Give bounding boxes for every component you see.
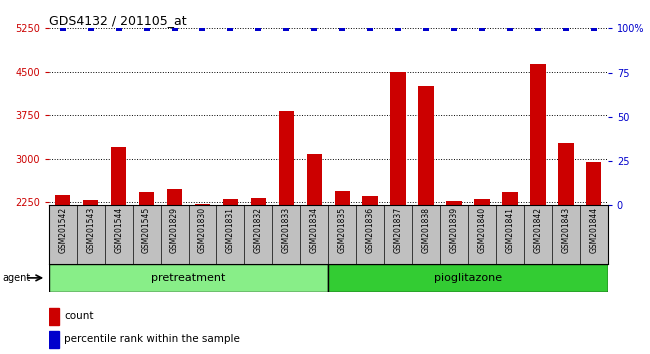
Text: pioglitazone: pioglitazone xyxy=(434,273,502,283)
Bar xyxy=(195,204,210,333)
Bar xyxy=(55,195,70,333)
Text: GSM201835: GSM201835 xyxy=(338,207,346,253)
Bar xyxy=(49,331,58,348)
Text: GSM201831: GSM201831 xyxy=(226,207,235,253)
Bar xyxy=(419,86,434,333)
Bar xyxy=(474,199,489,333)
Bar xyxy=(328,264,608,292)
Text: pretreatment: pretreatment xyxy=(151,273,226,283)
Text: GSM201830: GSM201830 xyxy=(198,207,207,253)
Text: GSM201542: GSM201542 xyxy=(58,207,67,253)
Text: GDS4132 / 201105_at: GDS4132 / 201105_at xyxy=(49,14,187,27)
Bar xyxy=(558,143,573,333)
Bar xyxy=(49,308,58,325)
Bar xyxy=(83,200,98,333)
Bar xyxy=(307,154,322,333)
Bar xyxy=(391,73,406,333)
Bar xyxy=(223,199,238,333)
Text: GSM201836: GSM201836 xyxy=(366,207,374,253)
Bar xyxy=(49,264,328,292)
Text: GSM201842: GSM201842 xyxy=(534,207,542,253)
Text: percentile rank within the sample: percentile rank within the sample xyxy=(64,335,240,344)
Text: GSM201843: GSM201843 xyxy=(562,207,570,253)
Bar xyxy=(447,201,461,333)
Text: GSM201832: GSM201832 xyxy=(254,207,263,253)
Text: GSM201833: GSM201833 xyxy=(282,207,291,253)
Bar xyxy=(167,189,182,333)
Bar xyxy=(279,111,294,333)
Text: agent: agent xyxy=(2,273,30,283)
Text: GSM201829: GSM201829 xyxy=(170,207,179,253)
Text: GSM201838: GSM201838 xyxy=(422,207,430,253)
Bar xyxy=(251,198,266,333)
Bar xyxy=(335,190,350,333)
Text: GSM201839: GSM201839 xyxy=(450,207,458,253)
Text: GSM201834: GSM201834 xyxy=(310,207,318,253)
Text: GSM201840: GSM201840 xyxy=(478,207,486,253)
Text: GSM201543: GSM201543 xyxy=(86,207,95,253)
Bar xyxy=(111,147,126,333)
Text: GSM201545: GSM201545 xyxy=(142,207,151,253)
Text: GSM201544: GSM201544 xyxy=(114,207,123,253)
Text: GSM201841: GSM201841 xyxy=(506,207,514,253)
Text: count: count xyxy=(64,312,94,321)
Bar xyxy=(586,162,601,333)
Bar xyxy=(502,192,517,333)
Bar xyxy=(139,192,154,333)
Text: GSM201837: GSM201837 xyxy=(394,207,402,253)
Bar xyxy=(363,196,378,333)
Text: GSM201844: GSM201844 xyxy=(590,207,598,253)
Bar xyxy=(530,64,545,333)
